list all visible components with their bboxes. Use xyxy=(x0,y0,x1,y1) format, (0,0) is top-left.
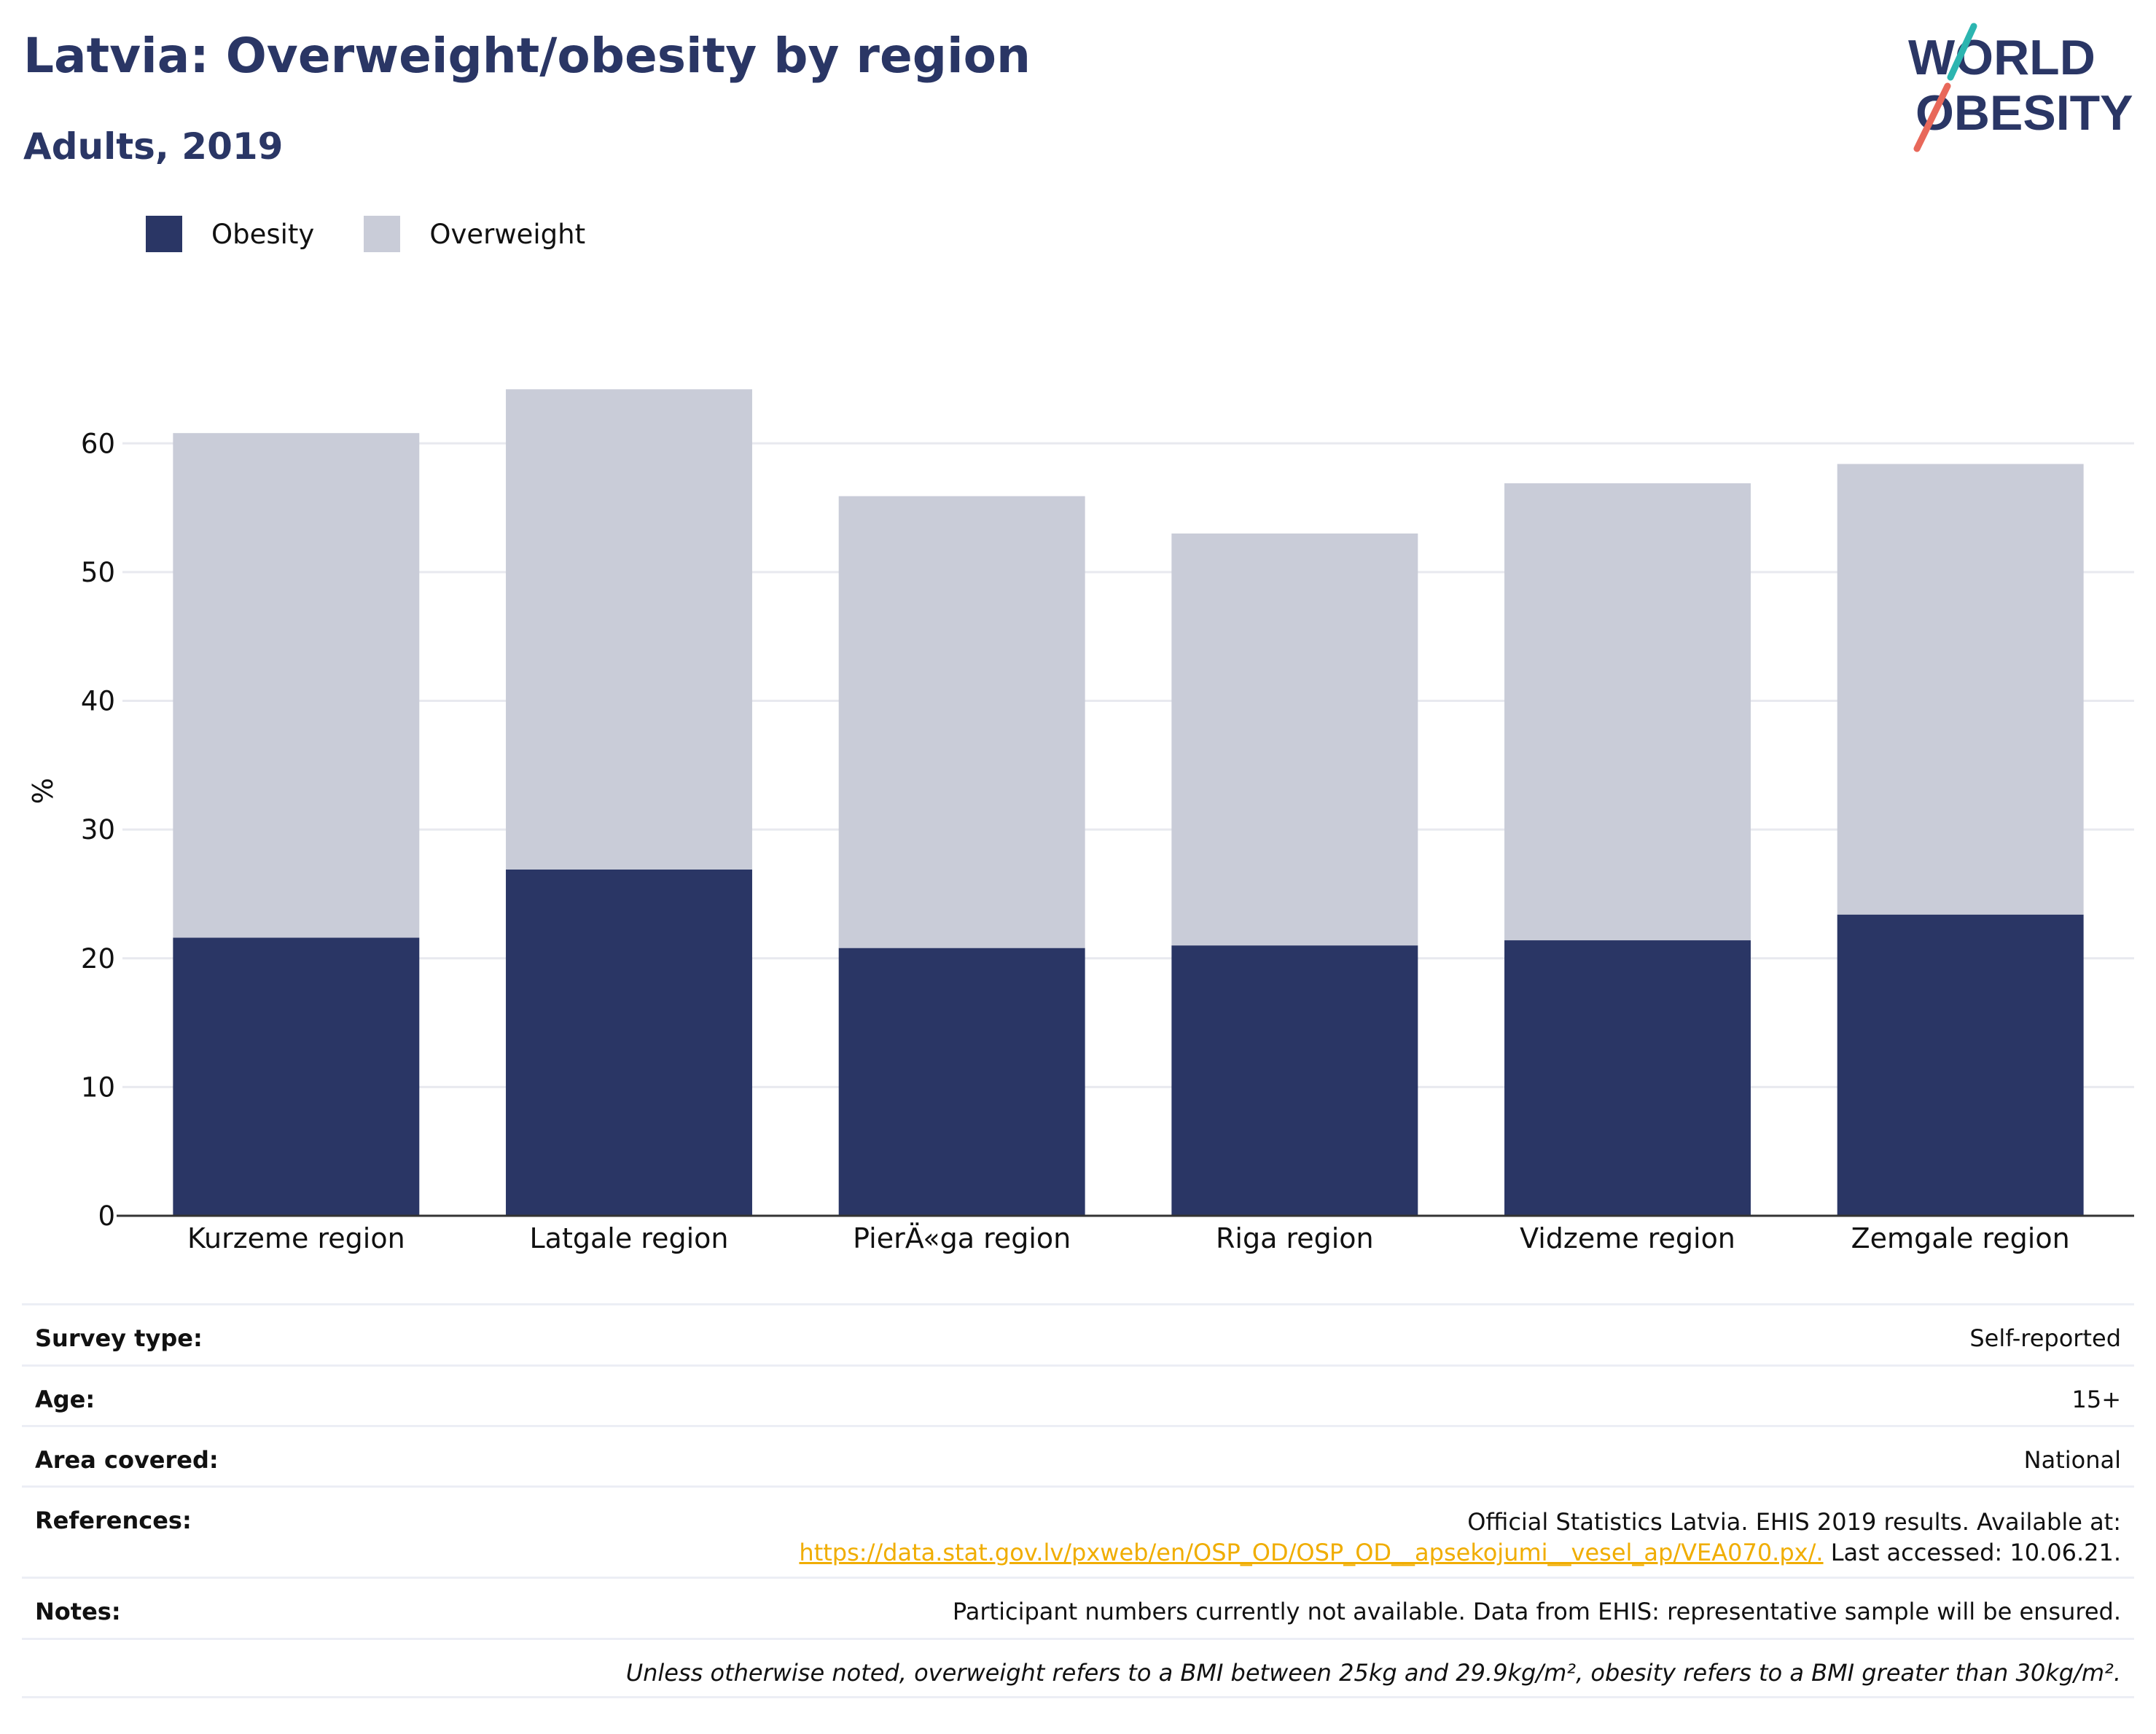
bar-overweight-2[interactable] xyxy=(506,389,752,870)
survey-type-label: Survey type: xyxy=(35,1324,203,1352)
references-value: Official Statistics Latvia. EHIS 2019 re… xyxy=(799,1507,2121,1568)
info-row-notes: Notes: Participant numbers currently not… xyxy=(22,1577,2134,1638)
bar-obesity-3[interactable] xyxy=(838,948,1085,1216)
y-axis-label: % xyxy=(27,778,59,804)
logo-slash-teal xyxy=(1947,23,1977,81)
bar-chart: 0 10 20 30 40 50 60 Kurzeme region Latgale regi… xyxy=(27,389,2134,1254)
bar-overweight-3[interactable] xyxy=(838,496,1085,948)
grid-lines xyxy=(122,442,2134,1088)
age-value: 15+ xyxy=(2071,1386,2121,1413)
world-obesity-logo: WORLD OBESITY xyxy=(1908,23,2133,152)
notes-label: Notes: xyxy=(35,1598,121,1625)
info-row-age: Age: 15+ xyxy=(22,1364,2134,1425)
references-label: References: xyxy=(35,1507,192,1534)
chart-title: Latvia: Overweight/obesity by region xyxy=(23,28,1031,84)
y-tick-label-50: 50 xyxy=(81,557,115,588)
x-tick-labels: Kurzeme region Latgale region PierÄ«ga reg… xyxy=(187,1222,2070,1254)
x-tick-label-4: Riga region xyxy=(1216,1222,1374,1254)
references-accessed: Last accessed: 10.06.21. xyxy=(1823,1539,2121,1566)
y-tick-labels: 0 10 20 30 40 50 60 xyxy=(81,428,115,1232)
bar-overweight-1[interactable] xyxy=(173,433,420,938)
x-tick-label-2: Latgale region xyxy=(530,1222,729,1254)
info-row-survey-type: Survey type: Self-reported xyxy=(22,1303,2134,1364)
info-table: Survey type: Self-reported Age: 15+ Area… xyxy=(22,1303,2134,1698)
y-tick-label-30: 30 xyxy=(81,814,115,845)
bar-overweight-4[interactable] xyxy=(1171,533,1418,946)
bars xyxy=(173,389,2084,1216)
x-tick-label-6: Zemgale region xyxy=(1851,1222,2070,1254)
bar-obesity-4[interactable] xyxy=(1171,945,1418,1216)
logo-slash-coral xyxy=(1913,82,1951,152)
logo-word-world: WORLD xyxy=(1908,30,2096,85)
references-line-1: Official Statistics Latvia. EHIS 2019 re… xyxy=(1467,1508,2121,1536)
legend-swatch-overweight xyxy=(364,216,401,252)
bmi-footnote: Unless otherwise noted, overweight refer… xyxy=(625,1659,2121,1687)
legend-label-overweight: Overweight xyxy=(429,218,586,250)
y-tick-label-20: 20 xyxy=(81,943,115,975)
age-label: Age: xyxy=(35,1386,95,1413)
bar-obesity-5[interactable] xyxy=(1504,940,1751,1216)
x-tick-label-3: PierÄ«ga region xyxy=(853,1222,1071,1254)
y-tick-label-60: 60 xyxy=(81,428,115,459)
bar-overweight-5[interactable] xyxy=(1504,483,1751,941)
chart-subtitle: Adults, 2019 xyxy=(23,125,284,168)
y-tick-label-0: 0 xyxy=(98,1200,115,1232)
legend-label-obesity: Obesity xyxy=(211,218,315,250)
bar-overweight-6[interactable] xyxy=(1837,464,2084,915)
bar-obesity-2[interactable] xyxy=(506,869,752,1216)
info-row-references: References: Official Statistics Latvia. … xyxy=(22,1485,2134,1577)
references-line-2: https://data.stat.gov.lv/pxweb/en/OSP_OD… xyxy=(799,1537,2121,1568)
legend-item-obesity[interactable]: Obesity xyxy=(146,216,314,252)
info-row-area: Area covered: National xyxy=(22,1425,2134,1485)
references-link[interactable]: https://data.stat.gov.lv/pxweb/en/OSP_OD… xyxy=(799,1539,1824,1566)
info-row-footnote: Unless otherwise noted, overweight refer… xyxy=(22,1638,2134,1698)
y-tick-label-40: 40 xyxy=(81,686,115,717)
legend-item-overweight[interactable]: Overweight xyxy=(364,216,585,252)
area-label: Area covered: xyxy=(35,1446,219,1474)
notes-value: Participant numbers currently not availa… xyxy=(952,1598,2121,1625)
bar-obesity-1[interactable] xyxy=(173,937,420,1216)
y-tick-label-10: 10 xyxy=(81,1071,115,1103)
x-tick-label-1: Kurzeme region xyxy=(187,1222,405,1254)
logo-word-obesity: OBESITY xyxy=(1915,85,2133,141)
legend-swatch-obesity xyxy=(146,216,182,252)
bar-obesity-6[interactable] xyxy=(1837,914,2084,1216)
survey-type-value: Self-reported xyxy=(1969,1324,2121,1352)
chart-legend: Obesity Overweight xyxy=(146,216,635,252)
x-tick-label-5: Vidzeme region xyxy=(1520,1222,1735,1254)
area-value: National xyxy=(2023,1446,2121,1474)
